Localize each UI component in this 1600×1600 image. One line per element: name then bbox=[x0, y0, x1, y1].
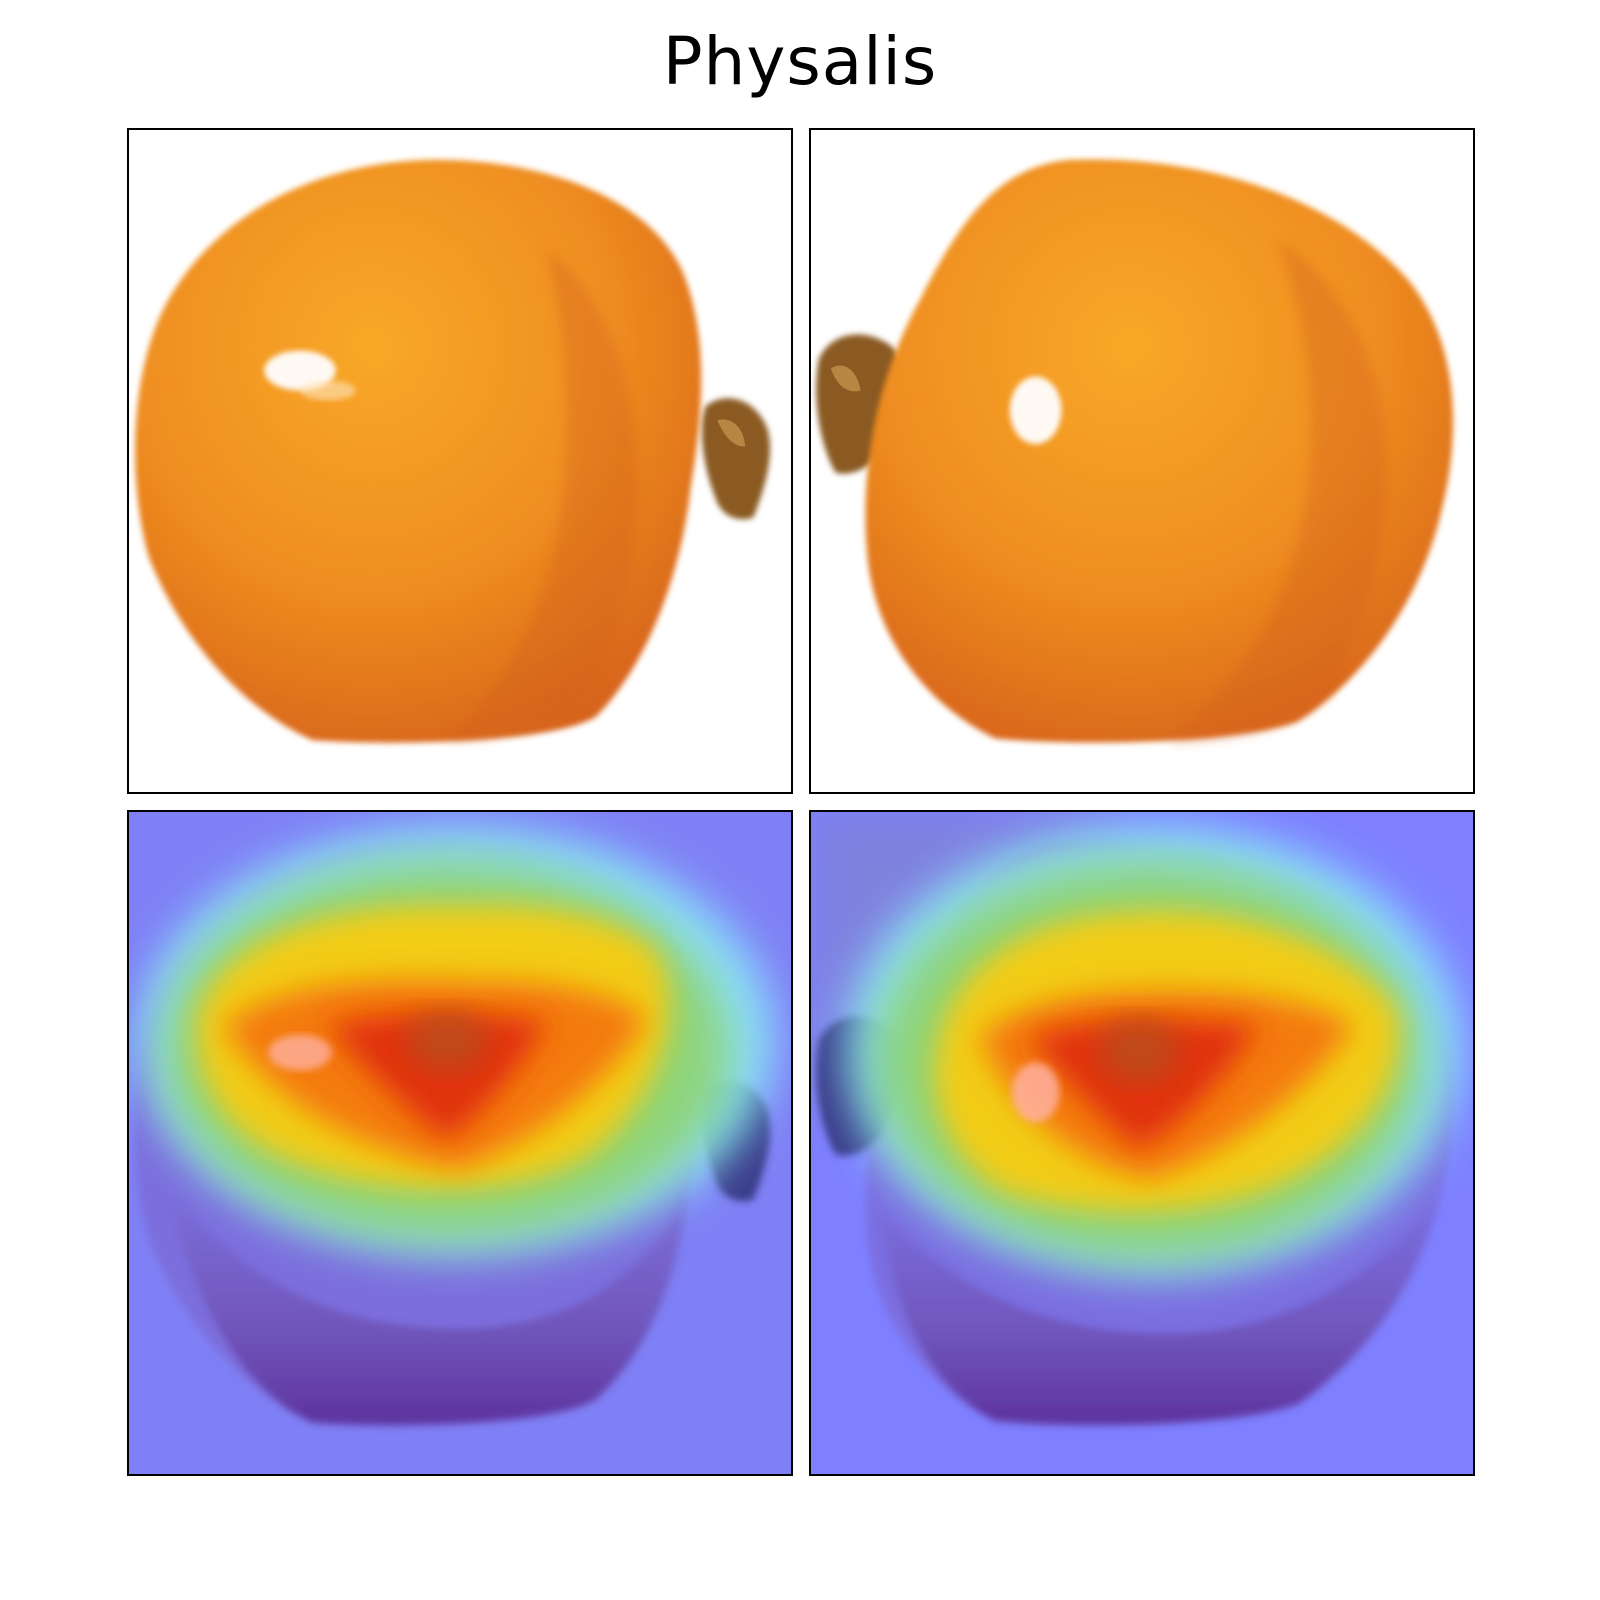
physalis-photo-stem-left bbox=[811, 130, 1473, 792]
heatmap-overlay-panel-right bbox=[809, 810, 1475, 1476]
original-image-panel-right bbox=[809, 128, 1475, 794]
physalis-heatmap-stem-right bbox=[129, 812, 791, 1474]
figure-title: Physalis bbox=[662, 23, 938, 100]
physalis-photo-stem-right bbox=[129, 130, 791, 792]
heatmap-overlay-panel-left bbox=[127, 810, 793, 1476]
original-image-panel-left bbox=[127, 128, 793, 794]
physalis-heatmap-stem-left bbox=[811, 812, 1473, 1474]
